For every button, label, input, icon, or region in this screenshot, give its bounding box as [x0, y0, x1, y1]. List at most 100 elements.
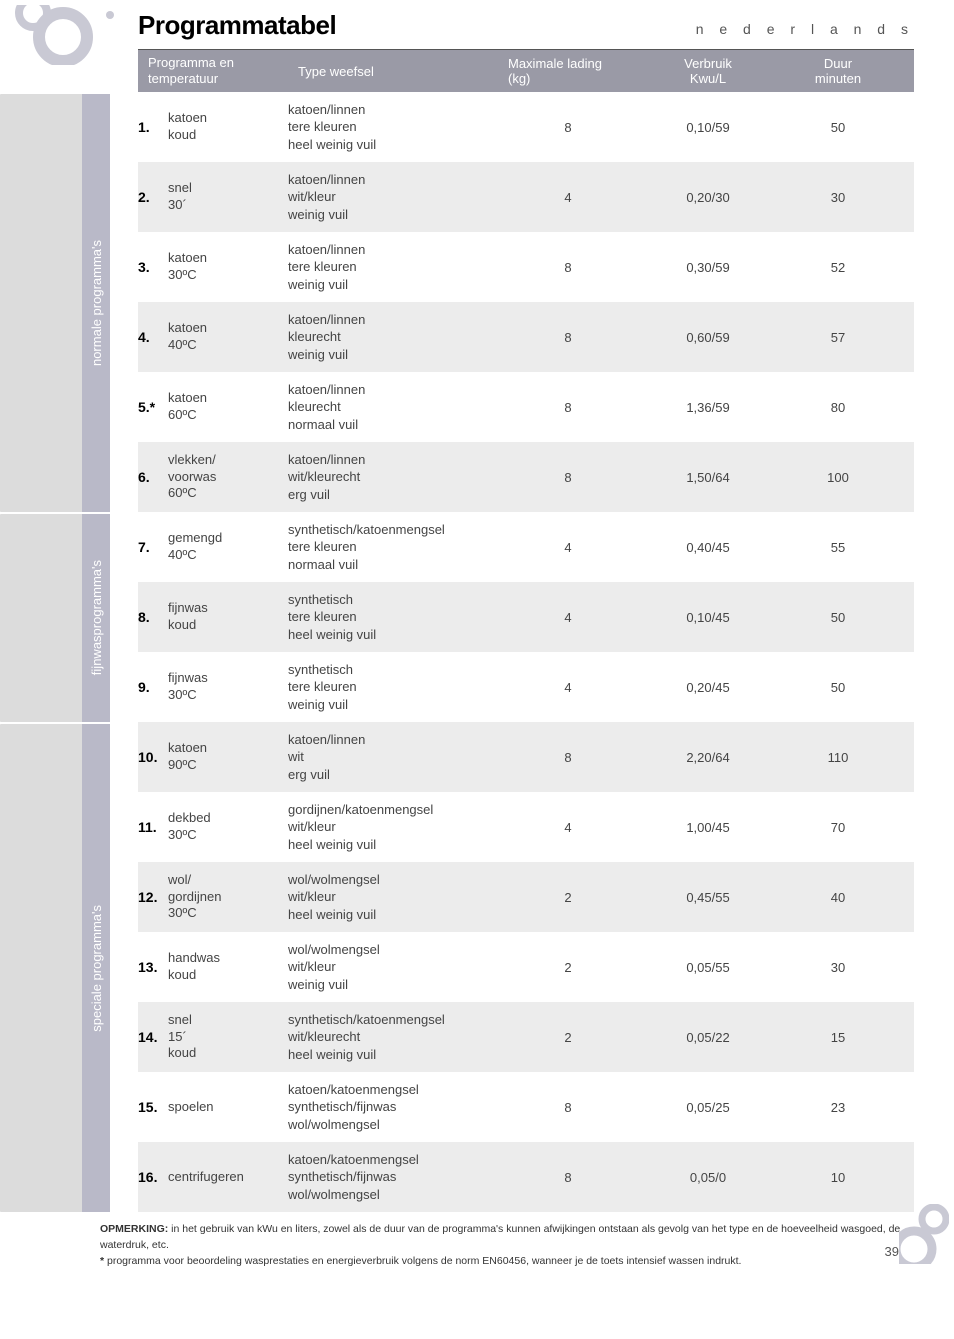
program-name: fijnwas koud [168, 600, 208, 634]
language-label: n e d e r l a n d s [696, 21, 914, 37]
max-load: 4 [498, 820, 638, 835]
table-row: 2.snel 30´ katoen/linnen wit/kleur weinig… [138, 162, 914, 232]
table-row: 5.*katoen 60ºCkatoen/linnen kleurecht no… [138, 372, 914, 442]
row-number: 16. [138, 1169, 168, 1186]
program-table: Programma en temperatuur Type weefsel Ma… [138, 50, 914, 1212]
fabric-type: katoen/linnen tere kleuren heel weinig v… [288, 101, 498, 154]
table-header: Programma en temperatuur Type weefsel Ma… [138, 50, 914, 92]
max-load: 8 [498, 1170, 638, 1185]
col-header-consumption: Verbruik Kwu/L [638, 56, 778, 86]
table-row: 4.katoen 40ºCkatoen/linnen kleurecht wei… [138, 302, 914, 372]
table-row: 14.snel 15´ koudsynthetisch/katoenmengse… [138, 1002, 914, 1072]
program-name: katoen 90ºC [168, 740, 207, 774]
fabric-type: synthetisch tere kleuren weinig vuil [288, 661, 498, 714]
table-row: 3.katoen 30ºCkatoen/linnen tere kleuren … [138, 232, 914, 302]
table-row: 9.fijnwas 30ºC synthetisch tere kleuren w… [138, 652, 914, 722]
duration: 57 [778, 330, 898, 345]
duration: 52 [778, 260, 898, 275]
consumption: 0,60/59 [638, 330, 778, 345]
fabric-type: synthetisch tere kleuren heel weinig vui… [288, 591, 498, 644]
row-number: 7. [138, 539, 168, 556]
consumption: 0,45/55 [638, 890, 778, 905]
consumption: 0,10/45 [638, 610, 778, 625]
program-name: handwas koud [168, 950, 220, 984]
duration: 50 [778, 120, 898, 135]
sidebar-label-fine: fijnwasprogramma's [89, 560, 104, 675]
footnotes: OPMERKING: in het gebruik van kWu en lit… [100, 1222, 914, 1269]
fabric-type: katoen/linnen wit erg vuil [288, 731, 498, 784]
row-number: 8. [138, 609, 168, 626]
duration: 30 [778, 190, 898, 205]
row-number: 6. [138, 469, 168, 486]
col-header-type: Type weefsel [288, 64, 498, 79]
consumption: 0,20/45 [638, 680, 778, 695]
duration: 40 [778, 890, 898, 905]
max-load: 8 [498, 330, 638, 345]
duration: 50 [778, 610, 898, 625]
program-name: vlekken/ voorwas 60ºC [168, 452, 216, 503]
col-header-program: Programma en temperatuur [138, 55, 288, 86]
page-title: Programmatabel [138, 10, 336, 41]
row-number: 1. [138, 119, 168, 136]
consumption: 0,10/59 [638, 120, 778, 135]
max-load: 8 [498, 1100, 638, 1115]
fabric-type: synthetisch/katoenmengsel tere kleuren n… [288, 521, 498, 574]
duration: 15 [778, 1030, 898, 1045]
fabric-type: wol/wolmengsel wit/kleur heel weinig vui… [288, 871, 498, 924]
fabric-type: katoen/katoenmengsel synthetisch/fijnwas… [288, 1151, 498, 1204]
program-name: wol/ gordijnen 30ºC [168, 872, 222, 923]
consumption: 0,05/55 [638, 960, 778, 975]
footnote-text-2: programma voor beoordeling wasprestaties… [104, 1255, 741, 1267]
consumption: 0,05/22 [638, 1030, 778, 1045]
program-name: gemengd 40ºC [168, 530, 222, 564]
program-name: snel 30´ [168, 180, 192, 214]
program-name: snel 15´ koud [168, 1012, 196, 1063]
fabric-type: gordijnen/katoenmengsel wit/kleur heel w… [288, 801, 498, 854]
row-number: 3. [138, 259, 168, 276]
table-row: 6.vlekken/ voorwas 60ºCkatoen/linnen wit… [138, 442, 914, 512]
row-number: 12. [138, 889, 168, 906]
duration: 55 [778, 540, 898, 555]
duration: 100 [778, 470, 898, 485]
fabric-type: katoen/linnen wit/kleur weinig vuil [288, 171, 498, 224]
max-load: 4 [498, 610, 638, 625]
program-name: katoen 30ºC [168, 250, 207, 284]
consumption: 0,30/59 [638, 260, 778, 275]
program-name: katoen 40ºC [168, 320, 207, 354]
program-name: spoelen [168, 1099, 214, 1116]
sidebar-column: normale programma's fijnwasprogramma's s… [0, 50, 138, 1212]
col-header-load: Maximale lading (kg) [498, 56, 638, 86]
consumption: 1,00/45 [638, 820, 778, 835]
max-load: 4 [498, 190, 638, 205]
row-number: 2. [138, 189, 168, 206]
sidebar-label-special: speciale programma's [89, 905, 104, 1032]
table-row: 16.centrifugerenkatoen/katoenmengsel syn… [138, 1142, 914, 1212]
table-row: 11.dekbed 30ºCgordijnen/katoenmengsel wi… [138, 792, 914, 862]
row-number: 9. [138, 679, 168, 696]
row-number: 5.* [138, 399, 168, 416]
duration: 70 [778, 820, 898, 835]
max-load: 8 [498, 260, 638, 275]
duration: 30 [778, 960, 898, 975]
max-load: 2 [498, 890, 638, 905]
consumption: 0,20/30 [638, 190, 778, 205]
row-number: 11. [138, 819, 168, 836]
fabric-type: katoen/linnen kleurecht normaal vuil [288, 381, 498, 434]
duration: 110 [778, 750, 898, 765]
duration: 50 [778, 680, 898, 695]
row-number: 10. [138, 749, 168, 766]
col-header-duration: Duur minuten [778, 56, 898, 86]
program-name: fijnwas 30ºC [168, 670, 208, 704]
row-number: 14. [138, 1029, 168, 1046]
max-load: 8 [498, 750, 638, 765]
duration: 10 [778, 1170, 898, 1185]
max-load: 4 [498, 680, 638, 695]
table-row: 10.katoen 90ºC katoen/linnen wit erg vuil… [138, 722, 914, 792]
footnote-text-1: in het gebruik van kWu en liters, zowel … [100, 1223, 900, 1251]
max-load: 2 [498, 960, 638, 975]
max-load: 4 [498, 540, 638, 555]
consumption: 2,20/64 [638, 750, 778, 765]
fabric-type: wol/wolmengsel wit/kleur weinig vuil [288, 941, 498, 994]
row-number: 15. [138, 1099, 168, 1116]
table-row: 8.fijnwas koud synthetisch tere kleuren h… [138, 582, 914, 652]
